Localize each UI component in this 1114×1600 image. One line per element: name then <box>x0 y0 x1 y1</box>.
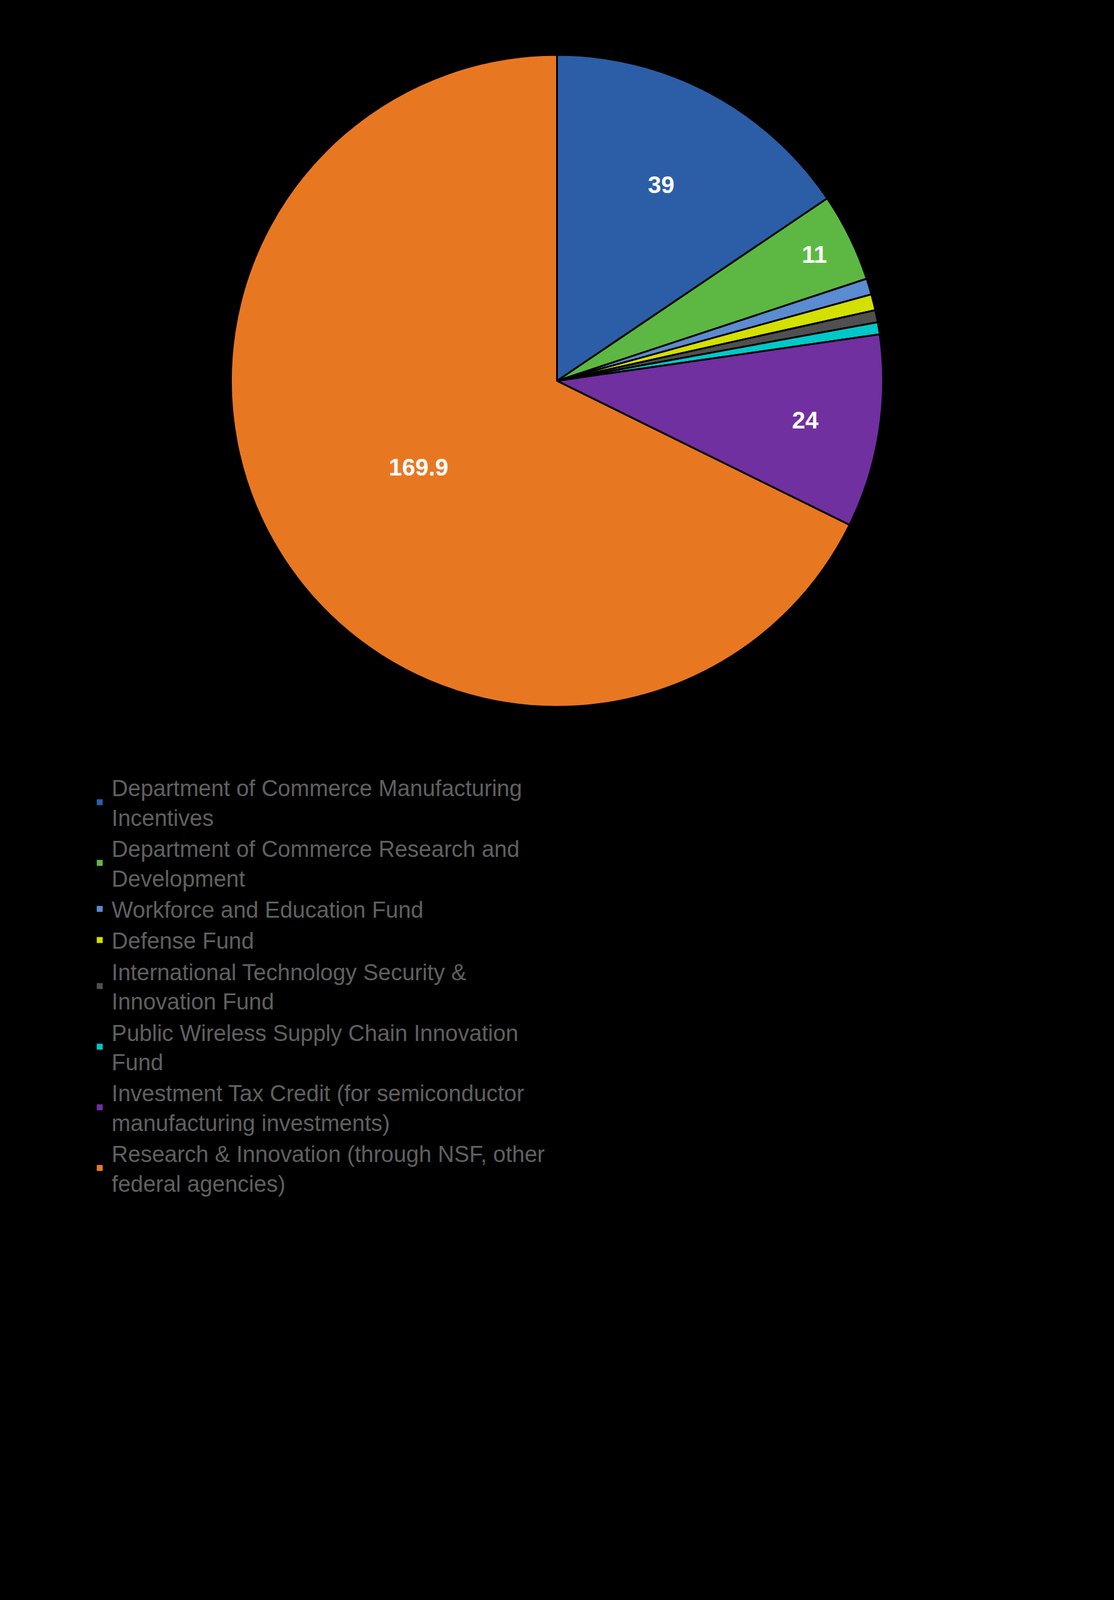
svg-text:Defense Fund: Defense Fund <box>111 928 254 954</box>
svg-text:24: 24 <box>792 407 819 434</box>
svg-text:11: 11 <box>801 241 827 268</box>
svg-text:Workforce and Education Fund: Workforce and Education Fund <box>111 897 424 923</box>
svg-text:Department of Commerce Researc: Department of Commerce Research andDevel… <box>111 836 520 892</box>
svg-text:Investment Tax Credit (for sem: Investment Tax Credit (for semiconductor… <box>111 1081 524 1136</box>
svg-text:Research & Innovation (through: Research & Innovation (through NSF, othe… <box>111 1142 545 1197</box>
svg-text:International Technology Secur: International Technology Security &Innov… <box>111 960 467 1015</box>
svg-text:39: 39 <box>647 171 675 198</box>
svg-text:169.9: 169.9 <box>388 454 449 481</box>
svg-text:Public Wireless Supply Chain I: Public Wireless Supply Chain InnovationF… <box>111 1021 518 1076</box>
svg-text:Department of Commerce Manufac: Department of Commerce ManufacturingInce… <box>111 776 523 831</box>
